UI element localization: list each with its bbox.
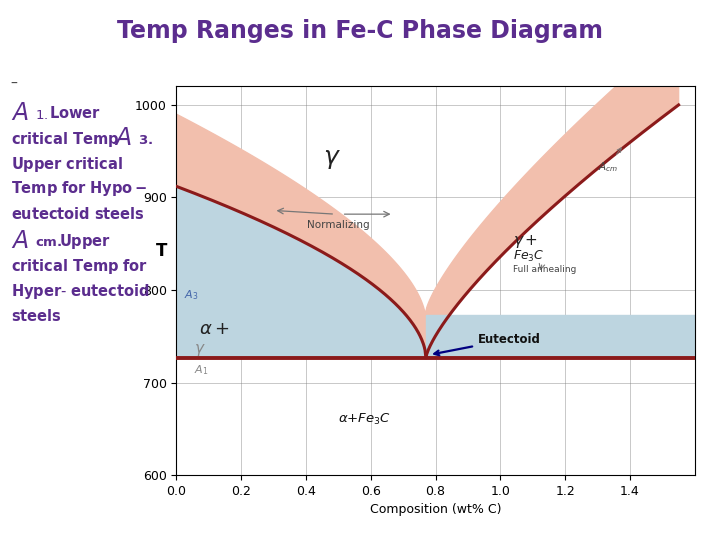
Text: $\mathbf{critical\ Temp\ for}$: $\mathbf{critical\ Temp\ for}$ [11,256,148,276]
Text: $\mathbf{Lower}$: $\mathbf{Lower}$ [49,105,101,122]
Text: $\mathit{A}$: $\mathit{A}$ [11,230,29,253]
Text: $1.$: $1.$ [35,109,48,122]
X-axis label: Composition (wt% C): Composition (wt% C) [370,503,501,516]
Text: $\mathit{A}$: $\mathit{A}$ [114,126,132,150]
Text: $Fe_3C$: $Fe_3C$ [513,249,545,264]
Text: Eutectoid: Eutectoid [434,333,541,355]
Text: $\mathbf{Upper\ critical}$: $\mathbf{Upper\ critical}$ [11,154,122,174]
Text: $\mathbf{Hyper\text{-}\ eutectoid}$: $\mathbf{Hyper\text{-}\ eutectoid}$ [11,281,150,301]
Text: $A_{cm}$: $A_{cm}$ [598,148,621,173]
Text: $\mathbf{Temp\ for\ Hypo-}$: $\mathbf{Temp\ for\ Hypo-}$ [11,179,148,199]
Text: $\mathit{A}$: $\mathit{A}$ [11,102,29,125]
Text: T: T [156,242,168,260]
Text: Normalizing: Normalizing [307,220,369,229]
Text: $A_1$: $A_1$ [194,363,209,376]
Text: Temp Ranges in Fe-C Phase Diagram: Temp Ranges in Fe-C Phase Diagram [117,19,603,43]
Text: $\mathbf{critical\ Temp\ }$: $\mathbf{critical\ Temp\ }$ [11,130,119,149]
Text: $\gamma$: $\gamma$ [323,146,341,171]
Text: $\alpha$+$Fe_3C$: $\alpha$+$Fe_3C$ [338,412,391,427]
Text: $\gamma +$: $\gamma +$ [513,233,539,251]
Polygon shape [176,31,679,357]
Text: $\mathbf{3.}$: $\mathbf{3.}$ [138,134,153,147]
Text: $\mathbf{eutectoid\ steels}$: $\mathbf{eutectoid\ steels}$ [11,206,145,222]
Polygon shape [426,315,695,357]
Text: $\gamma$: $\gamma$ [194,342,206,358]
Text: –: – [11,77,18,91]
Text: Full annealing: Full annealing [513,265,577,274]
Polygon shape [176,186,426,357]
Text: $\mathbf{steels}$: $\mathbf{steels}$ [11,308,61,324]
Text: $\mathbf{cm.}$: $\mathbf{cm.}$ [35,237,62,249]
Text: $\mathbf{Upper}$: $\mathbf{Upper}$ [59,232,111,251]
Text: $A_3$: $A_3$ [184,288,199,301]
Text: $\alpha +$: $\alpha +$ [199,320,230,338]
